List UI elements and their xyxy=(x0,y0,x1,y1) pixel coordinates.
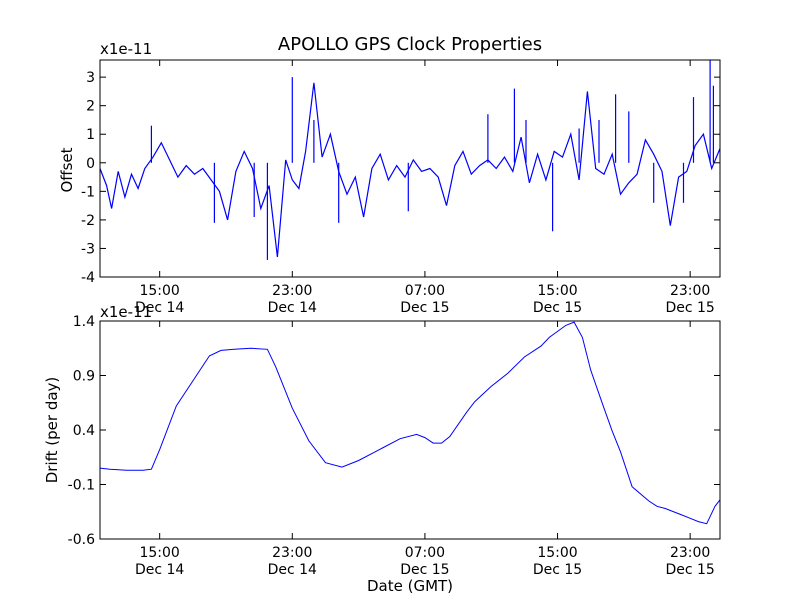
top-ytick-label-7: 3 xyxy=(86,70,95,86)
top-xtick-date-4: Dec 15 xyxy=(665,300,714,316)
chart-title: APOLLO GPS Clock Properties xyxy=(278,34,542,55)
top-xtick-date-0: Dec 14 xyxy=(135,300,184,316)
bottom-ytick-label-2: 0.4 xyxy=(73,423,95,439)
bottom-xtick-time-3: 15:00 xyxy=(537,545,577,561)
top-y-axis-label: Offset xyxy=(58,147,76,192)
top-ytick-label-3: -1 xyxy=(81,184,95,200)
top-ytick-label-1: -3 xyxy=(81,241,95,257)
bottom-xtick-time-0: 15:00 xyxy=(139,545,179,561)
top-xtick-date-2: Dec 15 xyxy=(400,300,449,316)
bottom-ytick-label-0: -0.6 xyxy=(68,532,95,548)
top-xtick-time-0: 15:00 xyxy=(139,283,179,299)
top-scale-label: x1e-11 xyxy=(100,40,152,58)
bottom-xtick-date-1: Dec 14 xyxy=(268,562,317,578)
bottom-ytick-label-1: -0.1 xyxy=(68,478,95,494)
top-xtick-time-3: 15:00 xyxy=(537,283,577,299)
top-plot-frame xyxy=(99,59,721,278)
top-ytick-label-6: 2 xyxy=(86,99,95,115)
top-ytick-label-2: -2 xyxy=(81,213,95,229)
top-xtick-time-4: 23:00 xyxy=(670,283,710,299)
bottom-series-line xyxy=(99,321,721,525)
top-ytick-label-4: 0 xyxy=(86,156,95,172)
bottom-xtick-date-2: Dec 15 xyxy=(400,562,449,578)
bottom-xtick-time-1: 23:00 xyxy=(272,545,312,561)
bottom-xtick-date-0: Dec 14 xyxy=(135,562,184,578)
bottom-xtick-date-4: Dec 15 xyxy=(665,562,714,578)
top-ytick-label-0: -4 xyxy=(81,270,95,286)
top-xtick-date-3: Dec 15 xyxy=(533,300,582,316)
bottom-scale-label: x1e-11 xyxy=(100,303,152,321)
bottom-xtick-time-2: 07:00 xyxy=(405,545,445,561)
bottom-xtick-date-3: Dec 15 xyxy=(533,562,582,578)
bottom-ytick-label-4: 1.4 xyxy=(73,314,95,330)
bottom-xtick-time-4: 23:00 xyxy=(670,545,710,561)
top-series-line xyxy=(99,82,721,258)
bottom-y-axis-label: Drift (per day) xyxy=(43,377,61,484)
top-xtick-date-1: Dec 14 xyxy=(268,300,317,316)
top-ytick-label-5: 1 xyxy=(86,127,95,143)
top-xtick-time-1: 23:00 xyxy=(272,283,312,299)
bottom-x-axis-label: Date (GMT) xyxy=(367,577,453,595)
bottom-ytick-label-3: 0.9 xyxy=(73,369,95,385)
top-xtick-time-2: 07:00 xyxy=(405,283,445,299)
